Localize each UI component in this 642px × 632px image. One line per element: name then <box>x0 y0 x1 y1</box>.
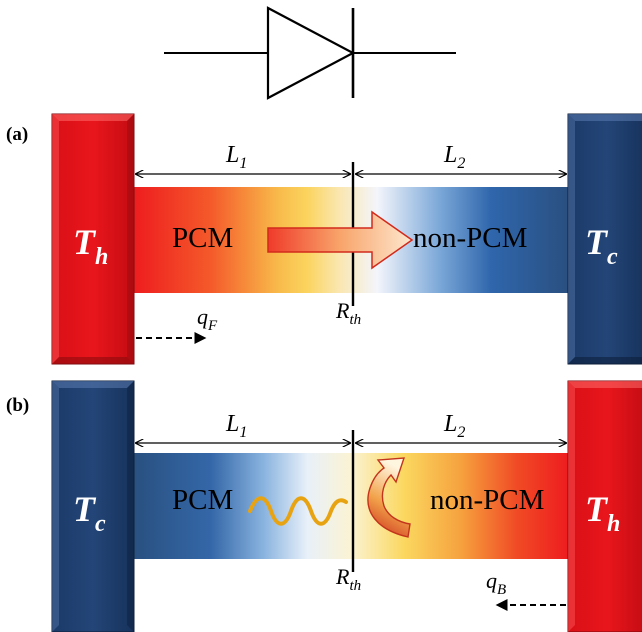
panel-a-hot-sub: h <box>95 244 108 270</box>
svg-text:Rth: Rth <box>335 298 361 328</box>
panel-a-length-left-sub: 1 <box>239 155 247 172</box>
panel-a-hot-label: T <box>73 222 97 262</box>
panel-b-flux-sub: B <box>497 582 506 598</box>
svg-text:Rth: Rth <box>335 564 361 594</box>
panel-a-interface-sub: th <box>349 312 361 328</box>
panel-a-interface-label: R <box>335 298 350 323</box>
svg-text:Tc: Tc <box>585 222 618 270</box>
panel-a-cold-sub: c <box>607 244 618 270</box>
panel-b-hot-sub: h <box>607 511 620 537</box>
svg-text:L2: L2 <box>443 411 465 441</box>
panel-b-bar <box>132 453 570 559</box>
panel-a-label: (a) <box>6 124 28 145</box>
forward-heat-arrow-icon <box>267 210 414 270</box>
panel-b-length-right-sub: 2 <box>457 424 465 441</box>
panel-b: (b) Tc Th L1 L2 <box>6 380 642 632</box>
panel-b-flux-label: q <box>486 568 497 593</box>
panel-a-length-left-label: L <box>225 142 239 168</box>
svg-text:qB: qB <box>486 568 506 598</box>
panel-a-hot-reservoir: Th <box>51 113 135 365</box>
reflected-curved-arrow-icon <box>367 457 411 538</box>
svg-text:L1: L1 <box>225 411 247 441</box>
panel-b-hot-reservoir: Th <box>567 380 642 632</box>
panel-b-cold-sub: c <box>95 511 106 537</box>
panel-b-right-material: non-PCM <box>430 484 544 516</box>
panel-b-interface-sub: th <box>349 578 361 594</box>
svg-text:Th: Th <box>73 222 108 270</box>
panel-b-cold-reservoir: Tc <box>51 380 135 632</box>
panel-b-hot-label: T <box>585 489 609 529</box>
panel-a-flux-sub: F <box>207 318 218 334</box>
panel-b-length-right-label: L <box>443 411 457 437</box>
svg-text:L2: L2 <box>443 142 465 172</box>
svg-text:qF: qF <box>197 304 218 334</box>
panel-b-left-material: PCM <box>172 484 233 516</box>
panel-b-length-left-sub: 1 <box>239 424 247 441</box>
panel-a-cold-reservoir: Tc <box>567 113 642 365</box>
svg-text:L1: L1 <box>225 142 247 172</box>
panel-b-label: (b) <box>6 395 29 416</box>
svg-text:Th: Th <box>585 489 620 537</box>
panel-a-cold-label: T <box>585 222 609 262</box>
panel-a-right-material: non-PCM <box>413 222 527 254</box>
panel-a-length-right-sub: 2 <box>457 155 465 172</box>
blocked-wave-icon <box>248 496 348 526</box>
panel-b-cold-label: T <box>73 489 97 529</box>
panel-b-length-left-label: L <box>225 411 239 437</box>
panel-a-left-material: PCM <box>172 222 233 254</box>
panel-a-length-right-label: L <box>443 142 457 168</box>
panel-b-interface-label: R <box>335 564 350 589</box>
panel-a-flux-label: q <box>197 304 208 329</box>
svg-text:Tc: Tc <box>73 489 106 537</box>
diode-symbol-icon <box>164 6 456 100</box>
panel-a: (a) Th Tc L1 <box>6 113 642 365</box>
